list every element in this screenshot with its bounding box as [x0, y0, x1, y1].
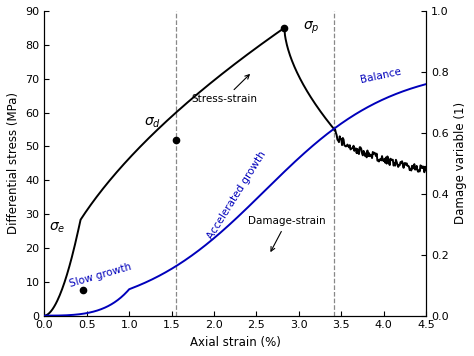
- Text: $\sigma_p$: $\sigma_p$: [303, 20, 319, 36]
- Text: Balance: Balance: [360, 67, 402, 85]
- X-axis label: Axial strain (%): Axial strain (%): [190, 336, 281, 349]
- Text: Slow growth: Slow growth: [68, 261, 133, 289]
- Text: Damage-strain: Damage-strain: [248, 216, 326, 251]
- Y-axis label: Differential stress (MPa): Differential stress (MPa): [7, 92, 20, 234]
- Y-axis label: Damage variable (1): Damage variable (1): [454, 102, 467, 224]
- Text: $\sigma_e$: $\sigma_e$: [49, 220, 65, 235]
- Text: Stress-strain: Stress-strain: [191, 75, 257, 104]
- Text: Accelerated growth: Accelerated growth: [206, 150, 268, 241]
- Text: $\sigma_d$: $\sigma_d$: [145, 115, 162, 130]
